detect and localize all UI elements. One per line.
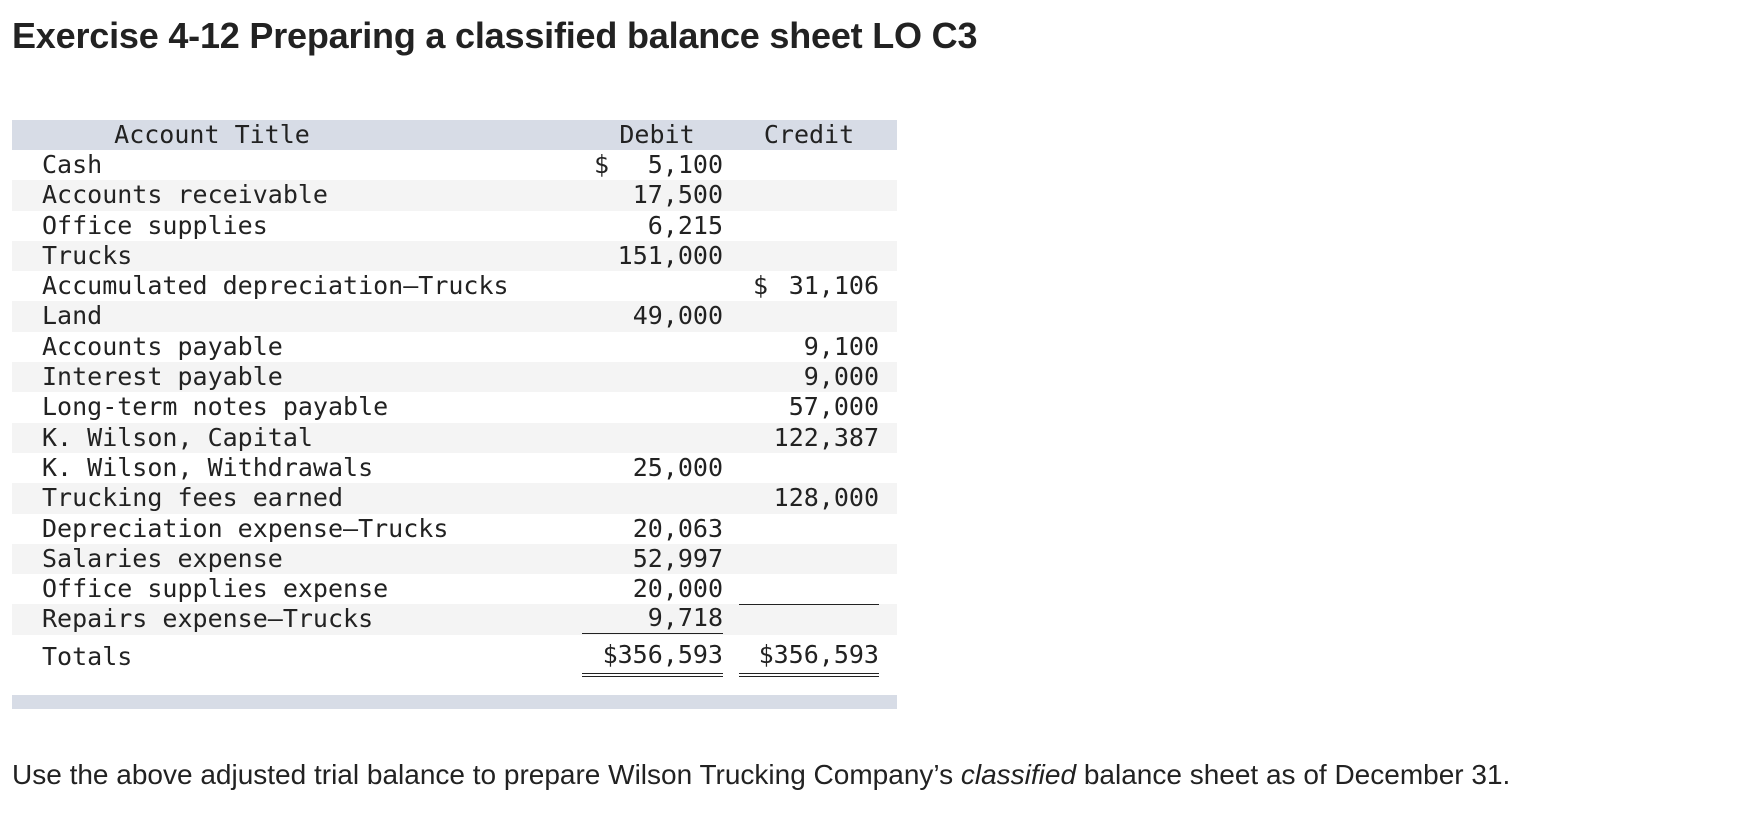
exercise-heading: Exercise 4-12 Preparing a classified bal…: [12, 15, 978, 56]
table-header-row: Account Title Debit Credit: [12, 120, 897, 150]
account-title-cell: Depreciation expense—Trucks: [42, 513, 449, 543]
credit-cell: 9,000: [803, 362, 879, 392]
account-title-cell: Office supplies expense: [42, 574, 389, 604]
totals-row: Totals $356,593 $356,593: [12, 637, 897, 677]
credit-header: Credit: [763, 120, 855, 149]
debit-cell: 52,997: [632, 543, 723, 573]
account-title-cell: Interest payable: [42, 362, 283, 392]
table-row: Trucks 151,000: [12, 240, 897, 272]
instruction-text-end: balance sheet as of December 31.: [1076, 759, 1511, 790]
credit-cell: 128,000: [773, 483, 879, 513]
debit-cell: 20,063: [632, 513, 723, 543]
total-debit: $356,593: [582, 637, 723, 677]
credit-cell: 122,387: [773, 422, 879, 452]
debit-cell: 151,000: [617, 240, 723, 270]
debit-cell: 25,000: [632, 452, 723, 482]
account-title-cell: Accumulated depreciation—Trucks: [42, 271, 509, 301]
debit-cell: 5,100: [582, 150, 723, 181]
account-title-cell: Salaries expense: [42, 543, 283, 573]
instruction-emphasis: classified: [960, 759, 1077, 790]
adjusted-trial-balance-table: Account Title Debit Credit Cash5,100Acco…: [12, 120, 897, 677]
account-title-cell: K. Wilson, Capital: [42, 422, 313, 452]
account-title-cell: Trucks: [42, 240, 133, 270]
debit-cell: 6,215: [647, 210, 723, 240]
account-title-cell: Trucking fees earned: [42, 483, 344, 513]
table-row: Accumulated depreciation—Trucks 31,106: [12, 271, 897, 302]
table-row: Salaries expense 52,997: [12, 543, 897, 575]
credit-cell: 9,100: [803, 331, 879, 361]
table-row: Trucking fees earned 128,000: [12, 483, 897, 514]
table-row: K. Wilson, Capital 122,387: [12, 422, 897, 453]
table-row: Office supplies expense 20,000: [12, 574, 897, 604]
account-title-cell: Accounts receivable: [42, 180, 328, 210]
instruction-text-start: Use the above adjusted trial balance to …: [12, 759, 961, 790]
instruction-text: Use the above adjusted trial balance to …: [12, 757, 1510, 793]
account-title-cell: K. Wilson, Withdrawals: [42, 452, 374, 482]
account-title-header: Account Title: [114, 120, 310, 149]
totals-label: Totals: [42, 641, 133, 671]
table-row: Repairs expense—Trucks 9,718: [12, 604, 897, 635]
account-title-cell: Accounts payable: [42, 331, 283, 361]
credit-cell: [739, 604, 879, 606]
credit-cell: 31,106: [739, 271, 879, 302]
total-credit: $356,593: [739, 637, 879, 677]
account-title-cell: Office supplies: [42, 210, 268, 240]
debit-cell: 9,718: [582, 604, 723, 635]
account-title-cell: Cash: [42, 150, 103, 179]
table-row: Depreciation expense—Trucks 20,063: [12, 514, 897, 544]
table-row: Land 49,000: [12, 301, 897, 332]
table-row: Office supplies 6,215: [12, 211, 897, 241]
table-row: Accounts receivable 17,500: [12, 180, 897, 211]
table-row: Cash 5,100: [12, 150, 897, 181]
credit-cell: 57,000: [788, 392, 879, 422]
table-row: Accounts payable 9,100: [12, 332, 897, 362]
debit-cell: 49,000: [632, 301, 723, 331]
table-row: K. Wilson, Withdrawals 25,000: [12, 453, 897, 483]
table-row: Long-term notes payable 57,000: [12, 392, 897, 422]
account-title-cell: Repairs expense—Trucks: [42, 604, 374, 634]
debit-header: Debit: [619, 120, 695, 149]
table-footer-bar: [12, 695, 897, 709]
debit-cell: 17,500: [632, 180, 723, 210]
table-row: Interest payable 9,000: [12, 362, 897, 393]
account-title-cell: Land: [42, 301, 103, 331]
debit-cell: 20,000: [632, 574, 723, 604]
account-title-cell: Long-term notes payable: [42, 392, 389, 422]
